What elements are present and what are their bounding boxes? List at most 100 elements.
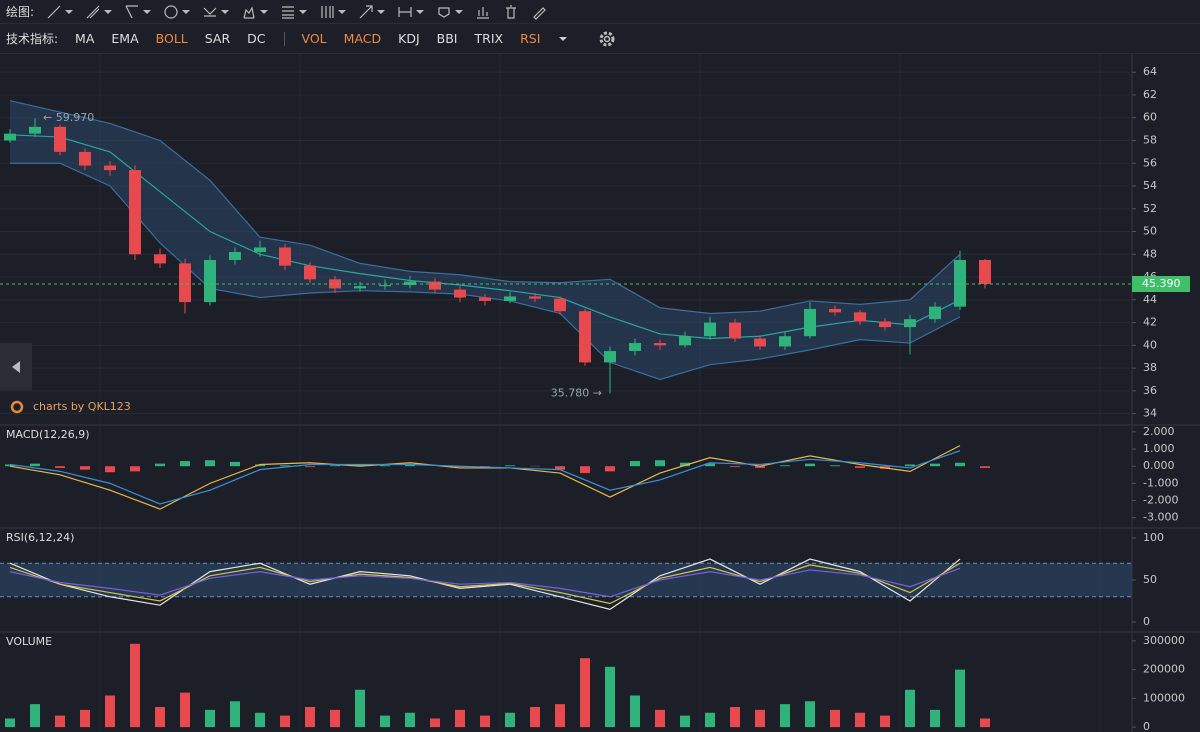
tool-icon — [359, 4, 373, 18]
macd-histogram-bar — [505, 465, 515, 467]
volume-bar — [330, 709, 340, 728]
macd-histogram-bar — [980, 466, 990, 468]
settings-gear[interactable] — [598, 30, 616, 48]
volume-bar — [855, 712, 865, 728]
tool-glyph — [243, 5, 255, 19]
macd-histogram-bar — [855, 466, 865, 468]
y-tick-label: 60 — [1143, 111, 1157, 124]
tool-icon — [477, 6, 490, 19]
indicator-button[interactable]: KDJ — [398, 31, 420, 46]
price-annotation: ← 59.970 — [43, 111, 94, 124]
tool-caret — [65, 9, 74, 14]
caret — [104, 9, 113, 14]
drawing-tool[interactable] — [202, 4, 230, 20]
y-tick-label: 48 — [1143, 247, 1157, 260]
caret — [455, 9, 464, 14]
volume-bar — [880, 715, 890, 728]
tool-icon — [203, 7, 217, 17]
y-tick-label: 0 — [1143, 615, 1150, 628]
candle-body — [179, 263, 191, 303]
macd-histogram-bar — [205, 460, 215, 467]
rsi-line — [9, 567, 961, 598]
drawing-tool[interactable] — [241, 4, 269, 20]
macd-histogram-bar — [80, 466, 90, 470]
volume-bar — [355, 689, 365, 728]
drawing-tool[interactable] — [531, 4, 547, 20]
drawing-tool[interactable] — [358, 4, 386, 20]
candle-body — [454, 289, 466, 298]
caret — [143, 9, 152, 14]
candle-body — [154, 254, 166, 264]
macd-histogram-bar — [105, 466, 115, 473]
drawing-tool[interactable] — [85, 4, 113, 20]
volume-bar — [630, 695, 640, 728]
caret — [221, 9, 230, 14]
indicator-button[interactable]: EMA — [111, 31, 139, 46]
macd-histogram-bar — [605, 466, 615, 472]
indicator-button[interactable]: MACD — [343, 31, 382, 46]
drawing-tool[interactable] — [163, 4, 191, 20]
indicator-button[interactable]: RSI — [520, 31, 541, 46]
volume-bar — [905, 689, 915, 728]
macd-histogram-bar — [555, 466, 565, 470]
candle-body — [204, 259, 216, 303]
tool-glyph — [203, 7, 217, 17]
indicator-button[interactable]: VOL — [301, 31, 327, 46]
tool-icon — [438, 6, 450, 18]
indicator-button[interactable]: MA — [75, 31, 95, 46]
tool-icon — [398, 6, 412, 17]
tool-caret — [455, 9, 464, 14]
drawing-tool[interactable] — [280, 4, 308, 20]
drawing-tool[interactable] — [46, 4, 74, 20]
candle-body — [329, 279, 341, 289]
tool-caret — [143, 9, 152, 14]
tool-glyph — [86, 5, 100, 18]
macd-histogram-bar — [680, 462, 690, 467]
macd-histogram-bar — [830, 465, 840, 467]
drawing-tool[interactable] — [319, 4, 347, 20]
candle-body — [529, 296, 541, 299]
y-tick-label: 42 — [1143, 316, 1157, 329]
indicator-button[interactable]: BBI — [436, 31, 458, 46]
volume-bar — [30, 704, 40, 728]
tool-icon — [321, 5, 334, 18]
drawing-tool[interactable] — [124, 4, 152, 20]
volume-bar — [680, 715, 690, 728]
volume-bar — [705, 712, 715, 728]
tool-glyph — [506, 4, 517, 19]
more-dropdown[interactable] — [558, 34, 568, 44]
drawing-tool[interactable] — [397, 4, 425, 20]
drawing-tool[interactable] — [503, 4, 519, 20]
indicator-button[interactable]: BOLL — [155, 31, 188, 46]
macd-histogram-bar — [780, 465, 790, 467]
candle-body — [429, 281, 441, 290]
tool-glyph — [438, 6, 450, 18]
candle-body — [754, 338, 766, 347]
candle-body — [679, 336, 691, 346]
y-tick-label: 38 — [1143, 361, 1157, 374]
panel-title: RSI(6,12,24) — [6, 531, 74, 544]
y-tick-label: 34 — [1143, 407, 1157, 420]
y-tick-label: 200000 — [1143, 663, 1185, 676]
candle-body — [554, 298, 566, 312]
macd-histogram-bar — [30, 463, 40, 467]
macd-histogram-bar — [730, 466, 740, 468]
drawing-tool[interactable] — [475, 4, 491, 20]
caret — [299, 9, 308, 14]
tool-glyph — [398, 6, 412, 17]
caret — [260, 9, 269, 14]
candle-body — [629, 343, 641, 352]
candle-body — [404, 281, 416, 286]
indicator-button[interactable]: DC — [247, 31, 266, 46]
scroll-left-button[interactable] — [0, 343, 32, 390]
y-tick-label: 62 — [1143, 88, 1157, 101]
volume-bar — [580, 658, 590, 728]
indicator-button[interactable]: TRIX — [474, 31, 504, 46]
volume-bar — [755, 709, 765, 728]
drawing-tool[interactable] — [436, 4, 464, 20]
macd-line — [9, 445, 961, 510]
volume-bar — [180, 692, 190, 728]
candle-body — [729, 322, 741, 339]
indicator-button[interactable]: SAR — [204, 31, 231, 46]
volume-bar — [730, 707, 740, 728]
